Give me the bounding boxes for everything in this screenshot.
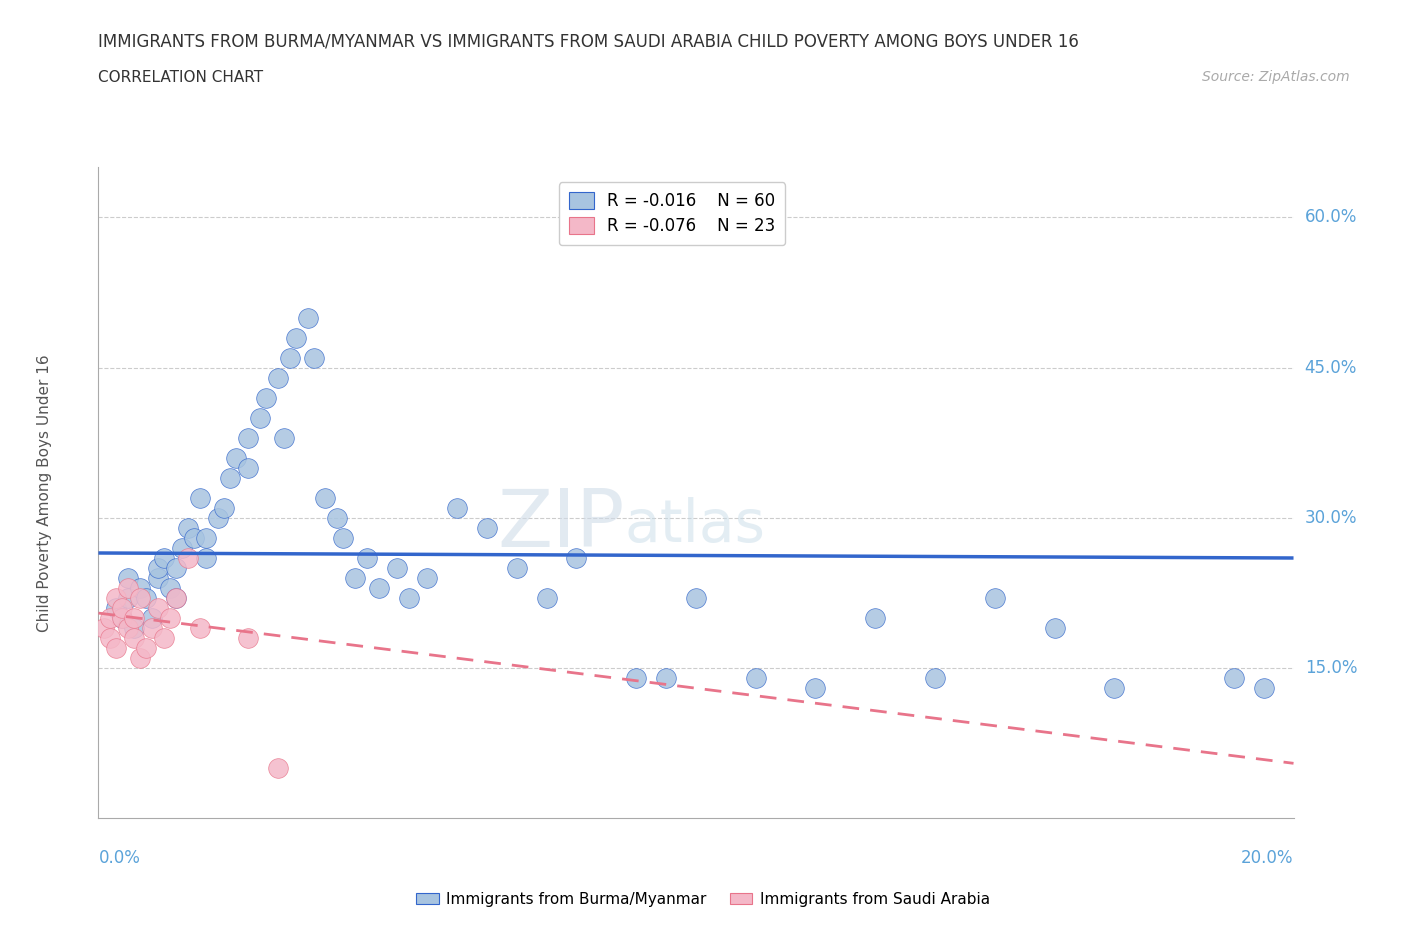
Point (117, 580, 139, 595)
Point (273, 431, 295, 445)
Point (655, 671, 678, 685)
Point (865, 611, 887, 626)
Text: 15.0%: 15.0% (1305, 659, 1357, 677)
Point (124, 631, 146, 645)
Point (165, 591, 187, 605)
Point (1223, 671, 1246, 685)
Point (745, 671, 768, 685)
Point (183, 530, 205, 545)
Legend: Immigrants from Burma/Myanmar, Immigrants from Saudi Arabia: Immigrants from Burma/Myanmar, Immigrant… (409, 886, 997, 913)
Text: Child Poverty Among Boys Under 16: Child Poverty Among Boys Under 16 (37, 354, 52, 631)
Point (98, 631, 122, 645)
Point (506, 561, 529, 576)
Point (685, 591, 707, 605)
Point (194, 551, 218, 565)
Point (385, 561, 409, 576)
Point (344, 571, 367, 586)
Point (624, 671, 647, 685)
Point (297, 311, 319, 325)
Text: ZIP: ZIP (496, 486, 624, 565)
Point (111, 611, 134, 626)
Point (212, 500, 235, 515)
Point (1043, 620, 1066, 635)
Text: 30.0%: 30.0% (1305, 509, 1357, 527)
Point (326, 511, 349, 525)
Text: 45.0%: 45.0% (1305, 359, 1357, 377)
Point (165, 561, 187, 576)
Point (177, 551, 200, 565)
Point (207, 511, 229, 525)
Point (278, 351, 301, 365)
Point (111, 611, 134, 626)
Text: 0.0%: 0.0% (98, 849, 141, 867)
Point (165, 591, 187, 605)
Point (148, 571, 170, 586)
Text: Source: ZipAtlas.com: Source: ZipAtlas.com (1202, 70, 1350, 84)
Point (356, 551, 378, 565)
Point (219, 471, 242, 485)
Point (98, 611, 122, 626)
Point (332, 530, 354, 545)
Text: IMMIGRANTS FROM BURMA/MYANMAR VS IMMIGRANTS FROM SAUDI ARABIA CHILD POVERTY AMON: IMMIGRANTS FROM BURMA/MYANMAR VS IMMIGRA… (98, 33, 1080, 50)
Point (249, 410, 271, 425)
Point (302, 351, 325, 365)
Point (129, 591, 152, 605)
Point (124, 611, 146, 626)
Point (153, 631, 176, 645)
Point (93, 620, 115, 635)
Point (475, 521, 498, 536)
Point (105, 601, 128, 616)
Point (1253, 681, 1275, 696)
Point (368, 580, 391, 595)
Point (117, 591, 139, 605)
Point (983, 591, 1005, 605)
Point (194, 530, 218, 545)
Point (141, 620, 163, 635)
Point (267, 761, 290, 776)
Point (924, 671, 946, 685)
Point (135, 641, 157, 656)
Point (105, 641, 128, 656)
Point (1104, 681, 1126, 696)
Legend: R = -0.016    N = 60, R = -0.076    N = 23: R = -0.016 N = 60, R = -0.076 N = 23 (558, 182, 786, 246)
Point (117, 620, 139, 635)
Text: 20.0%: 20.0% (1241, 849, 1294, 867)
Point (148, 601, 170, 616)
Point (117, 571, 139, 586)
Point (159, 580, 181, 595)
Point (236, 631, 259, 645)
Point (225, 450, 247, 465)
Point (111, 601, 134, 616)
Point (804, 681, 827, 696)
Point (153, 551, 176, 565)
Point (188, 490, 211, 505)
Point (254, 391, 277, 405)
Point (565, 551, 588, 565)
Point (129, 580, 152, 595)
Point (536, 591, 558, 605)
Point (236, 431, 259, 445)
Point (141, 611, 163, 626)
Point (129, 651, 152, 666)
Point (105, 591, 128, 605)
Point (398, 591, 420, 605)
Text: atlas: atlas (624, 497, 765, 554)
Text: 60.0%: 60.0% (1305, 208, 1357, 227)
Point (188, 620, 211, 635)
Point (267, 370, 290, 385)
Point (177, 521, 200, 536)
Point (124, 620, 146, 635)
Point (284, 330, 307, 345)
Point (159, 611, 181, 626)
Point (236, 460, 259, 475)
Text: CORRELATION CHART: CORRELATION CHART (98, 70, 263, 85)
Point (315, 490, 337, 505)
Point (148, 561, 170, 576)
Point (135, 591, 157, 605)
Point (446, 500, 468, 515)
Point (416, 571, 439, 586)
Point (172, 540, 194, 555)
